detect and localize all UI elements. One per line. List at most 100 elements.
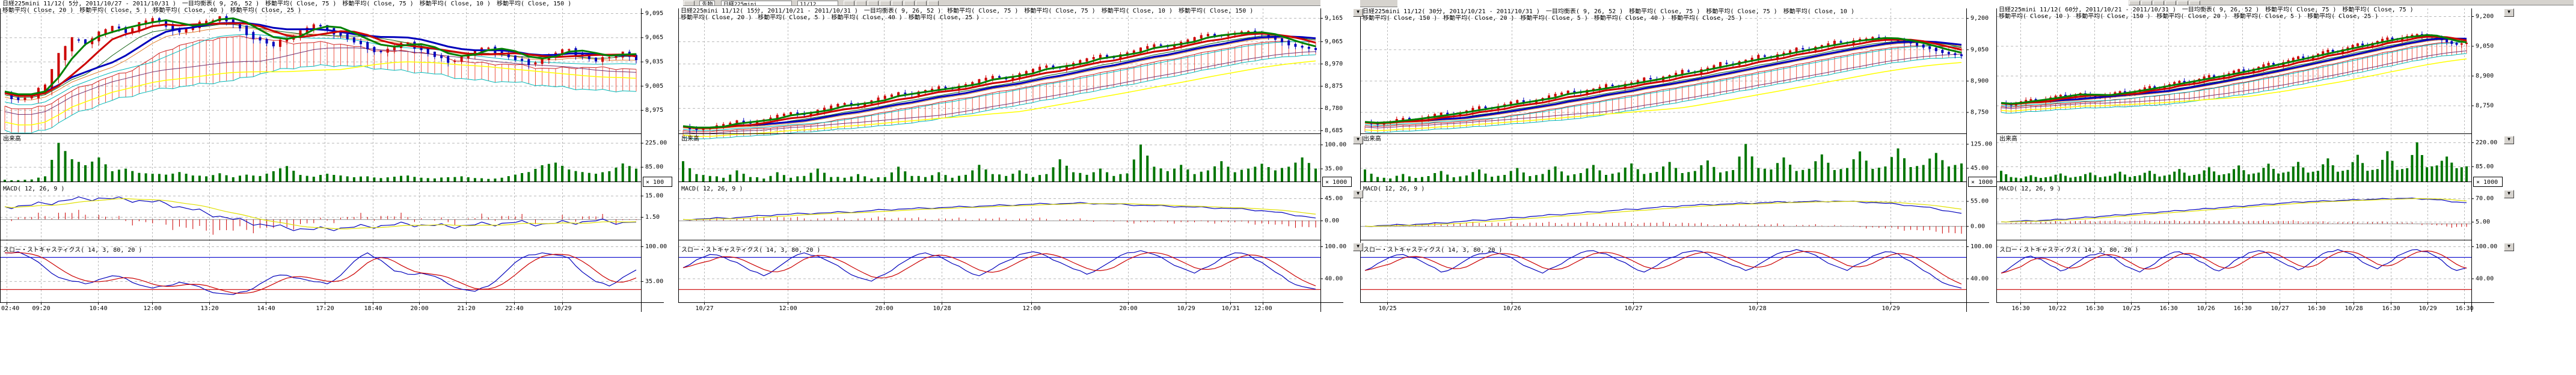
volume-bar <box>1573 174 1576 181</box>
volume-bar <box>2034 177 2037 181</box>
indicator-dropdown-button[interactable]: ▼ <box>1353 190 1363 198</box>
chart-canvas: 10/27 12:00 20:00 10/28 12:00 20:00 10/29 10/31… <box>678 0 1359 337</box>
time-tick-label: 09:20 <box>32 305 51 312</box>
volume-bar <box>2233 169 2235 181</box>
candle <box>1566 90 1569 94</box>
toolbar-button[interactable] <box>879 1 891 5</box>
toolbar-button[interactable] <box>855 1 866 5</box>
candle <box>1750 58 1753 61</box>
toolbar-button[interactable] <box>2141 1 2152 5</box>
chart-header-line2: 移動平均( Close, 10 ) 移動平均( Close, 150 ) 移動平… <box>1999 13 2379 20</box>
toolbar-icon-button[interactable] <box>684 1 695 5</box>
volume-bar <box>70 159 73 181</box>
volume-bar <box>2198 174 2201 181</box>
indicator-dropdown-button[interactable]: ▼ <box>2504 243 2514 251</box>
indicator-dropdown-button[interactable]: ▼ <box>1353 243 1363 251</box>
volume-bar <box>2049 176 2052 181</box>
time-tick-label: 10:40 <box>90 305 108 312</box>
volume-bar <box>1903 158 1906 182</box>
toolbar-button[interactable] <box>903 1 915 5</box>
toolbar-button[interactable] <box>2153 1 2164 5</box>
candle <box>178 29 181 32</box>
volume-bar <box>299 175 302 181</box>
candle <box>2465 43 2468 44</box>
volume-bar <box>1414 178 1417 181</box>
volume-bar <box>917 175 920 181</box>
candle <box>1484 106 1487 109</box>
candle <box>2356 43 2359 46</box>
candle <box>521 58 524 61</box>
candle <box>1928 46 1931 49</box>
toolbar-button[interactable] <box>891 1 903 5</box>
candle <box>17 97 20 100</box>
candle <box>877 97 880 102</box>
indicator-dropdown-button[interactable]: ▼ <box>1353 8 1363 17</box>
volume-bar <box>615 167 618 181</box>
volume-bar <box>2178 169 2181 181</box>
candle <box>1052 66 1055 68</box>
toolbar-button[interactable] <box>927 1 939 5</box>
indicator-line <box>2001 249 2467 274</box>
volume-section-label: 出来高 <box>1999 135 2017 142</box>
volume-bar <box>957 175 960 181</box>
toolbar-button[interactable] <box>915 1 927 5</box>
chart-header-line1: 日経225mini 11/12( 30分, 2011/10/21 - 2011/… <box>1363 8 1854 15</box>
candle <box>138 22 141 31</box>
indicator-dropdown-button[interactable]: ▼ <box>2504 8 2514 17</box>
volume-bar <box>621 163 624 181</box>
indicator-dropdown-button[interactable]: ▼ <box>2504 136 2514 144</box>
instrument-category-select[interactable]: 先物 <box>699 1 716 5</box>
indicator-dropdown-button[interactable]: ▼ <box>2504 190 2514 198</box>
toolbar-button[interactable] <box>2165 1 2176 5</box>
volume-bar <box>944 175 947 181</box>
volume-bar <box>527 172 530 181</box>
volume-bar <box>467 177 470 181</box>
candle <box>1038 67 1041 70</box>
toolbar-button[interactable] <box>2189 1 2200 5</box>
instrument-select[interactable]: 日経225mini <box>720 1 792 5</box>
contract-month-select[interactable]: 11/12 <box>797 1 839 5</box>
candle <box>44 84 46 91</box>
volume-bar <box>1713 166 1716 182</box>
candle <box>2203 76 2206 80</box>
volume-bar <box>2242 170 2245 181</box>
price-tick-label: 9,200 <box>1970 15 1989 22</box>
candle <box>1025 71 1028 75</box>
volume-bar <box>1099 168 1102 181</box>
toolbar-button[interactable] <box>843 1 854 5</box>
toolbar-button[interactable] <box>867 1 879 5</box>
candle <box>1301 46 1304 48</box>
chart-canvas: 02:40 09:20 10:40 12:00 13:20 14:40 17:20 18:40… <box>0 0 678 337</box>
volume-bar <box>2000 171 2002 181</box>
candle <box>2302 56 2305 58</box>
volume-section-label: 出来高 <box>681 135 699 142</box>
candle <box>1757 55 1760 59</box>
volume-bar <box>769 175 772 181</box>
volume-bar <box>1884 166 1887 181</box>
volume-bar <box>870 178 873 181</box>
volume-bar <box>2262 168 2265 181</box>
volume-bar <box>2089 172 2092 181</box>
candle <box>2118 91 2121 93</box>
candle <box>2386 37 2389 40</box>
toolbar-button[interactable] <box>2177 1 2188 5</box>
candle <box>2025 100 2028 103</box>
volume-bar <box>1427 176 1430 181</box>
volume-bar <box>1687 172 1690 182</box>
volume-bar <box>2025 176 2028 181</box>
indicator-line <box>682 252 1316 287</box>
candle <box>823 108 826 111</box>
volume-bar <box>252 175 255 181</box>
indicator-dropdown-button[interactable]: ▼ <box>1353 136 1363 144</box>
volume-multiplier-box <box>2473 177 2503 187</box>
volume-bar <box>1274 170 1277 181</box>
volume-bar <box>2297 162 2299 181</box>
volume-bar <box>581 172 584 181</box>
volume-bar <box>749 177 752 181</box>
candle <box>1719 62 1722 67</box>
candle <box>2292 58 2295 62</box>
toolbar-button[interactable] <box>2129 1 2140 5</box>
candle <box>1011 76 1014 80</box>
indicator-line <box>1364 40 1962 124</box>
volume-bar <box>77 162 80 181</box>
